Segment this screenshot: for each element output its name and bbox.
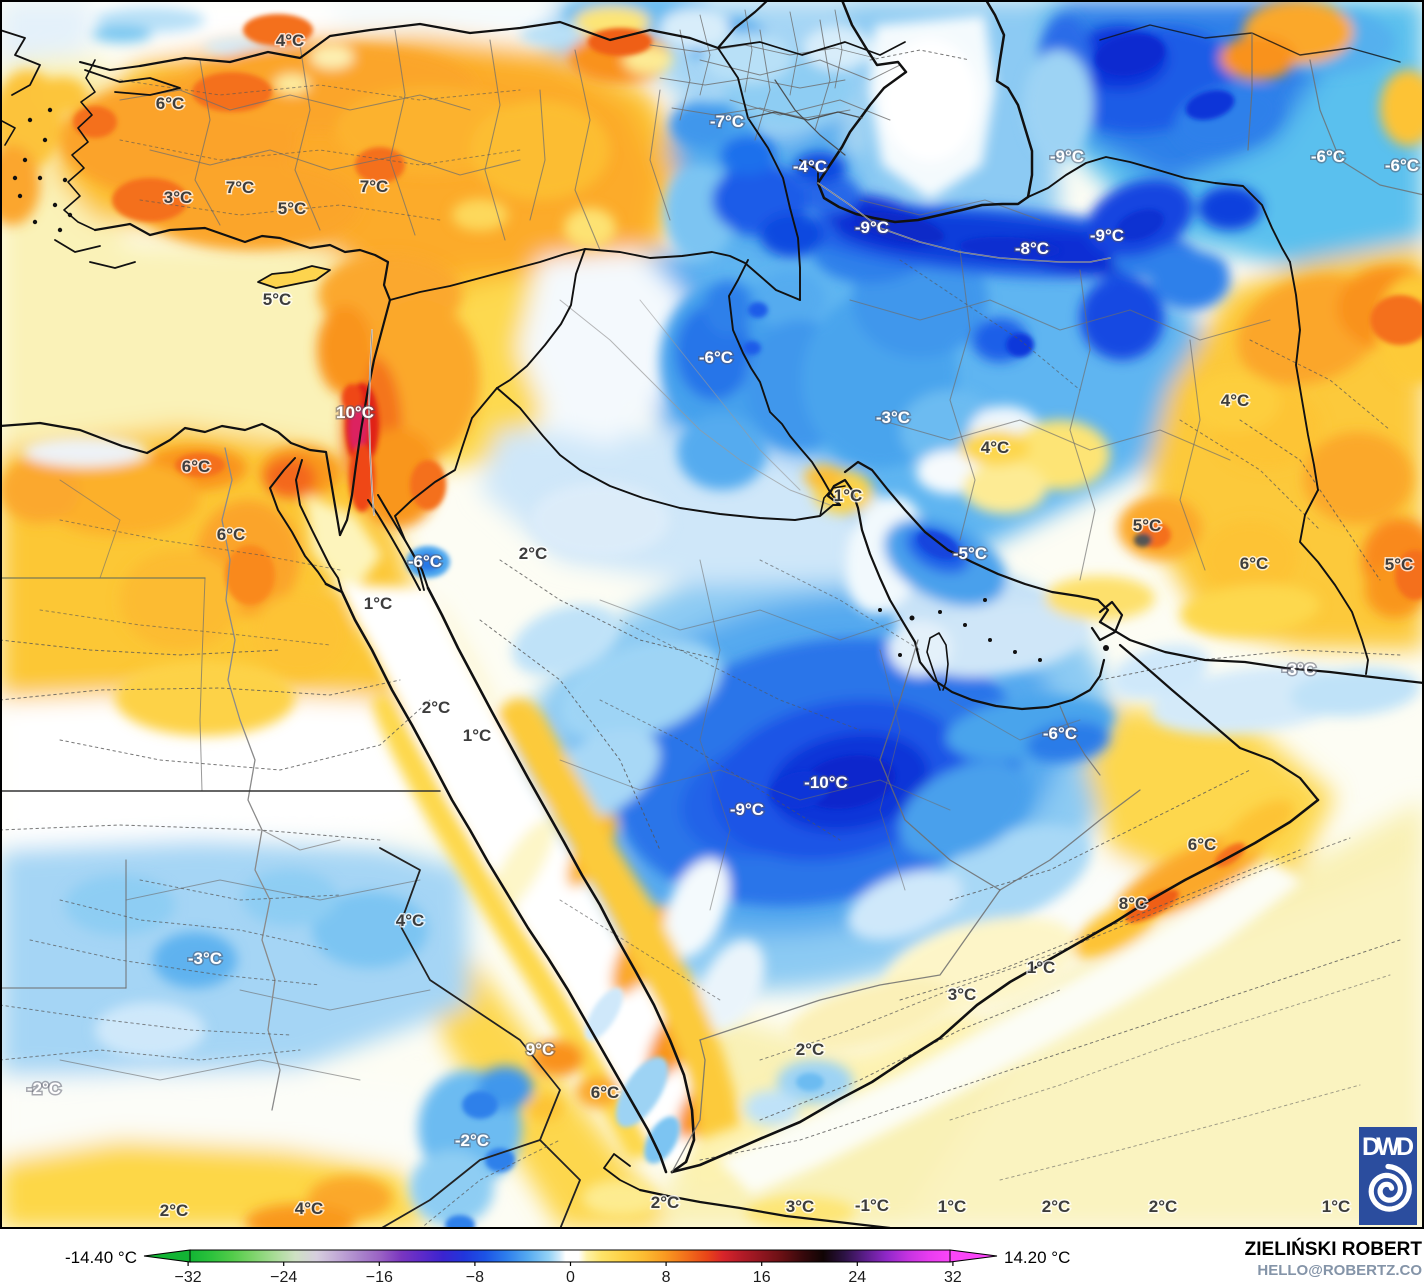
svg-text:-3°C: -3°C — [876, 408, 910, 427]
svg-text:-2°C: -2°C — [455, 1131, 489, 1150]
svg-text:-6°C: -6°C — [1385, 156, 1419, 175]
svg-text:-7°C: -7°C — [710, 112, 744, 131]
svg-text:6°C: 6°C — [217, 525, 246, 544]
svg-text:1°C: 1°C — [364, 594, 393, 613]
svg-text:5°C: 5°C — [263, 290, 292, 309]
svg-text:-6°C: -6°C — [408, 552, 442, 571]
svg-text:32: 32 — [944, 1269, 962, 1286]
svg-text:1°C: 1°C — [463, 726, 492, 745]
svg-text:-3°C: -3°C — [188, 949, 222, 968]
svg-text:7°C: 7°C — [360, 177, 389, 196]
svg-text:2°C: 2°C — [1149, 1197, 1178, 1216]
svg-text:-9°C: -9°C — [1050, 147, 1084, 166]
svg-text:-9°C: -9°C — [1090, 226, 1124, 245]
svg-text:2°C: 2°C — [1042, 1197, 1071, 1216]
svg-text:5°C: 5°C — [1385, 555, 1414, 574]
svg-text:6°C: 6°C — [1188, 835, 1217, 854]
svg-text:1°C: 1°C — [1027, 958, 1056, 977]
svg-text:2°C: 2°C — [160, 1201, 189, 1220]
svg-text:24: 24 — [848, 1269, 866, 1286]
svg-text:ZIELIŃSKI ROBERT: ZIELIŃSKI ROBERT — [1245, 1238, 1423, 1260]
svg-text:6°C: 6°C — [1240, 554, 1269, 573]
svg-text:-3°C: -3°C — [1282, 660, 1316, 679]
svg-text:4°C: 4°C — [295, 1199, 324, 1218]
svg-text:-4°C: -4°C — [793, 157, 827, 176]
svg-text:8°C: 8°C — [1119, 894, 1148, 913]
svg-text:DWD: DWD — [1362, 1133, 1414, 1161]
svg-text:-6°C: -6°C — [1043, 724, 1077, 743]
svg-text:6°C: 6°C — [156, 94, 185, 113]
svg-text:6°C: 6°C — [591, 1083, 620, 1102]
svg-text:14.20 °C: 14.20 °C — [1004, 1248, 1070, 1267]
svg-text:-6°C: -6°C — [1311, 147, 1345, 166]
svg-text:16: 16 — [753, 1269, 771, 1286]
svg-text:1°C: 1°C — [834, 486, 863, 505]
svg-text:3°C: 3°C — [164, 188, 193, 207]
svg-text:−24: −24 — [270, 1269, 297, 1286]
svg-text:3°C: 3°C — [786, 1197, 815, 1216]
svg-text:5°C: 5°C — [1133, 516, 1162, 535]
svg-text:-9°C: -9°C — [730, 800, 764, 819]
svg-text:HELLO@ROBERTZ.CO: HELLO@ROBERTZ.CO — [1257, 1262, 1422, 1279]
svg-text:8: 8 — [662, 1269, 671, 1286]
svg-text:7°C: 7°C — [226, 178, 255, 197]
svg-text:−16: −16 — [366, 1269, 393, 1286]
svg-text:2°C: 2°C — [651, 1193, 680, 1212]
svg-text:9°C: 9°C — [526, 1040, 555, 1059]
svg-text:1°C: 1°C — [1322, 1197, 1351, 1216]
svg-text:-10°C: -10°C — [804, 773, 848, 792]
svg-text:-8°C: -8°C — [1015, 239, 1049, 258]
svg-text:3°C: 3°C — [948, 985, 977, 1004]
svg-text:-9°C: -9°C — [855, 218, 889, 237]
svg-text:-2°C: -2°C — [27, 1079, 61, 1098]
svg-text:-6°C: -6°C — [699, 348, 733, 367]
svg-text:4°C: 4°C — [1221, 391, 1250, 410]
svg-text:4°C: 4°C — [276, 31, 305, 50]
svg-text:10°C: 10°C — [336, 403, 374, 422]
svg-text:2°C: 2°C — [519, 544, 548, 563]
svg-text:1°C: 1°C — [938, 1197, 967, 1216]
svg-text:6°C: 6°C — [182, 457, 211, 476]
svg-text:0: 0 — [566, 1269, 575, 1286]
svg-text:2°C: 2°C — [422, 698, 451, 717]
svg-text:4°C: 4°C — [981, 438, 1010, 457]
svg-text:-14.40 °C: -14.40 °C — [65, 1248, 137, 1267]
svg-text:−32: −32 — [175, 1269, 202, 1286]
svg-text:−8: −8 — [466, 1269, 484, 1286]
svg-text:-1°C: -1°C — [855, 1196, 889, 1215]
svg-text:4°C: 4°C — [396, 911, 425, 930]
svg-text:-5°C: -5°C — [953, 544, 987, 563]
svg-text:2°C: 2°C — [796, 1040, 825, 1059]
svg-text:5°C: 5°C — [278, 199, 307, 218]
